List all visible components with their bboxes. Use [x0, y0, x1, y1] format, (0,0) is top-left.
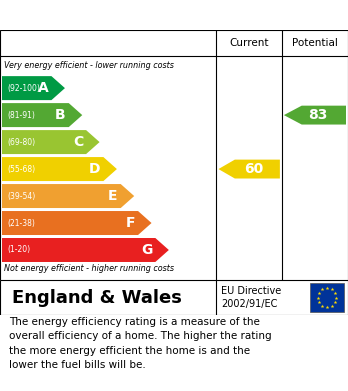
Polygon shape	[284, 106, 346, 125]
Text: E: E	[108, 189, 118, 203]
Text: (69-80): (69-80)	[7, 138, 35, 147]
Polygon shape	[2, 157, 117, 181]
Text: Current: Current	[229, 38, 269, 48]
Text: 60: 60	[245, 162, 264, 176]
Polygon shape	[2, 130, 100, 154]
Text: Not energy efficient - higher running costs: Not energy efficient - higher running co…	[4, 264, 174, 273]
Text: England & Wales: England & Wales	[13, 289, 182, 307]
Polygon shape	[2, 184, 134, 208]
Text: Energy Efficiency Rating: Energy Efficiency Rating	[10, 7, 220, 23]
Text: (81-91): (81-91)	[7, 111, 35, 120]
Text: 83: 83	[308, 108, 327, 122]
Polygon shape	[2, 211, 151, 235]
Text: Potential: Potential	[292, 38, 338, 48]
Polygon shape	[2, 76, 65, 100]
Text: B: B	[55, 108, 66, 122]
Text: The energy efficiency rating is a measure of the
overall efficiency of a home. T: The energy efficiency rating is a measur…	[9, 317, 271, 370]
Bar	[310, 283, 344, 312]
Text: (39-54): (39-54)	[7, 192, 35, 201]
Text: EU Directive
2002/91/EC: EU Directive 2002/91/EC	[221, 286, 282, 309]
Text: A: A	[38, 81, 48, 95]
Polygon shape	[219, 160, 280, 179]
Text: (1-20): (1-20)	[7, 246, 30, 255]
Polygon shape	[2, 238, 169, 262]
Text: (55-68): (55-68)	[7, 165, 35, 174]
Text: F: F	[126, 216, 135, 230]
Text: Very energy efficient - lower running costs: Very energy efficient - lower running co…	[4, 61, 174, 70]
Text: (21-38): (21-38)	[7, 219, 35, 228]
Text: (92-100): (92-100)	[7, 84, 40, 93]
Polygon shape	[2, 103, 82, 127]
Text: D: D	[89, 162, 100, 176]
Text: C: C	[73, 135, 83, 149]
Text: G: G	[141, 243, 152, 257]
